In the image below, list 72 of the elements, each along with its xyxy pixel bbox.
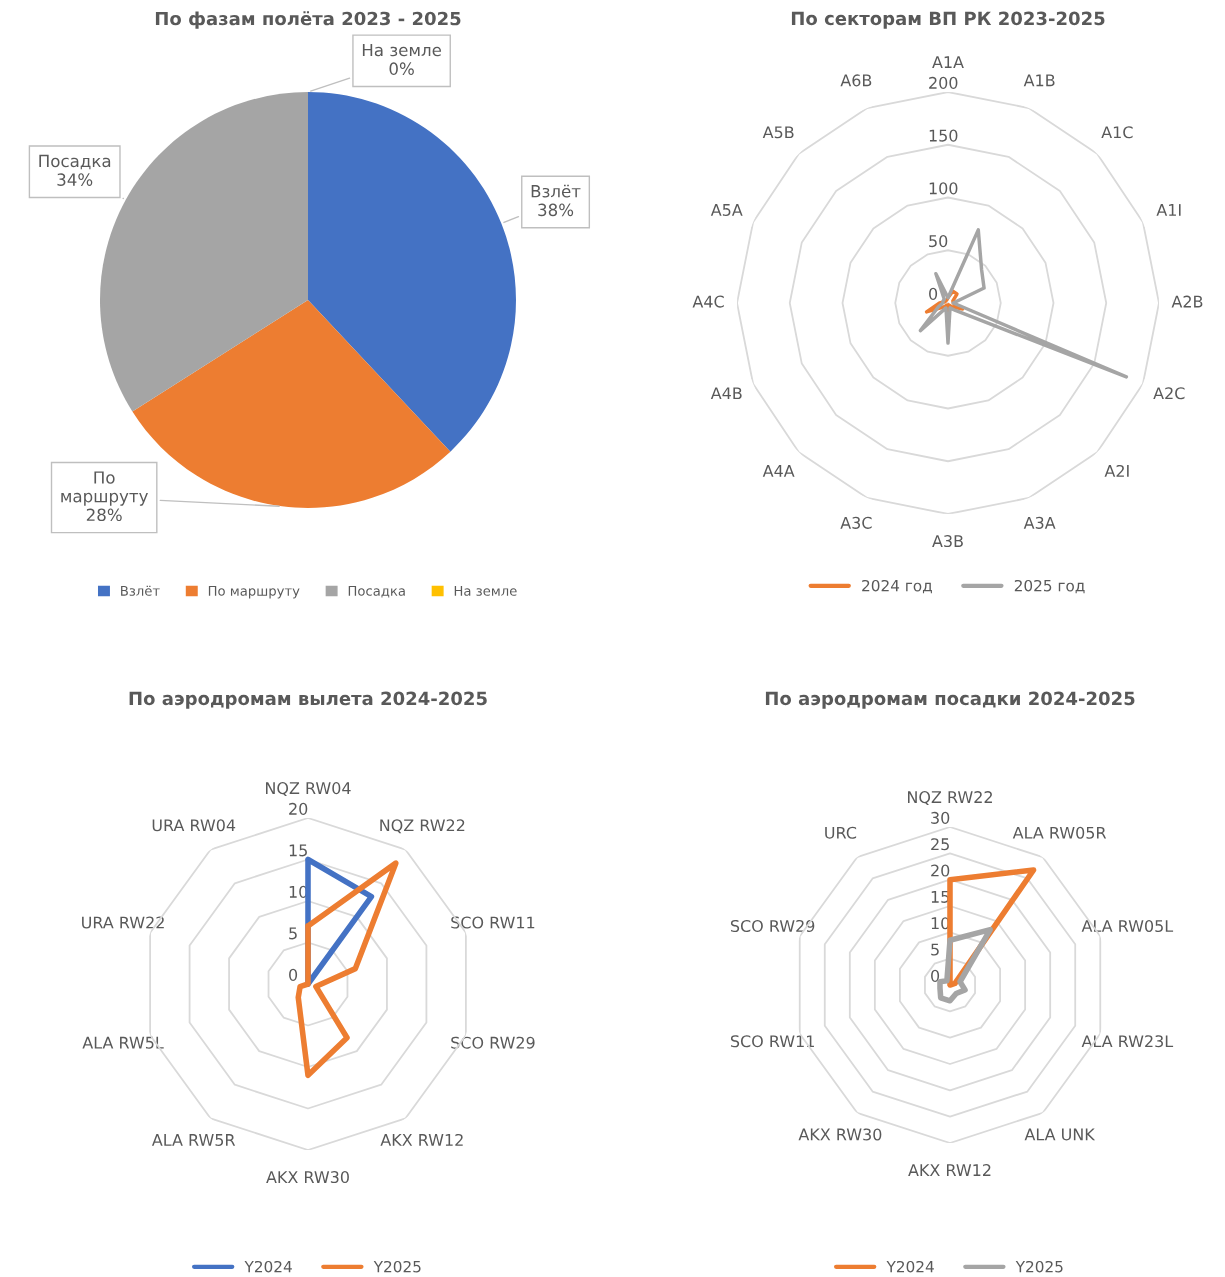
spoke-label: SCO RW11 bbox=[730, 1035, 814, 1048]
slice-label: Взлёт bbox=[531, 184, 581, 198]
category-label: На земле bbox=[362, 43, 442, 57]
y-tick-label: 50 bbox=[929, 235, 948, 248]
chart-title: По секторам ВП РК 2023-2025 bbox=[791, 11, 1105, 29]
spoke-label: ALA UNK bbox=[1024, 1128, 1096, 1141]
legend-label: Y2025 bbox=[373, 1260, 421, 1273]
spoke-label: A1C bbox=[1101, 126, 1133, 139]
legend-label: 2024 год bbox=[862, 579, 932, 594]
spoke-label: A1A bbox=[932, 56, 964, 68]
spoke-label: AKX RW12 bbox=[908, 1164, 991, 1176]
y-tick-label: 0 bbox=[289, 968, 298, 981]
spoke-label: NQZ RW22 bbox=[908, 791, 992, 805]
y-tick-label: 20 bbox=[931, 864, 950, 877]
slice-label: По маршруту bbox=[61, 471, 148, 506]
spoke-label: A3A bbox=[1023, 516, 1056, 529]
y-tick-label: 0 bbox=[929, 287, 938, 300]
data-label: 38% bbox=[538, 203, 574, 217]
legend-label: Y2024 bbox=[244, 1260, 292, 1273]
spoke-label: A1B bbox=[1023, 74, 1055, 87]
spoke-label: URA RW04 bbox=[152, 819, 236, 832]
spoke-label: ALA RW5R bbox=[151, 1134, 236, 1146]
spoke-label: URA RW22 bbox=[82, 916, 164, 929]
spoke-label: ALA RW05R bbox=[1012, 826, 1107, 839]
y-tick-label: 200 bbox=[929, 76, 958, 89]
spoke-label: A4A bbox=[762, 465, 795, 477]
spoke-label: A5B bbox=[762, 126, 794, 139]
spoke-label: ALA RW05L bbox=[1081, 919, 1174, 933]
chart-title: По фазам полёта 2023 - 2025 bbox=[155, 11, 461, 29]
pie-slice bbox=[308, 92, 516, 452]
spoke-label: A4C bbox=[692, 295, 724, 308]
data-label: 34% bbox=[57, 173, 93, 186]
spoke-label: ALA RW5L bbox=[82, 1036, 164, 1049]
spoke-label: URC bbox=[825, 826, 857, 839]
y-tick-label: 15 bbox=[289, 844, 307, 857]
y-tick-label: 100 bbox=[929, 182, 958, 195]
spoke-label: A4B bbox=[710, 387, 742, 400]
legend-label: 2025 год bbox=[1014, 579, 1085, 594]
spoke-label: NQZ RW22 bbox=[380, 819, 465, 834]
spoke-label: SCO RW29 bbox=[730, 919, 815, 933]
spoke-label: A5A bbox=[710, 204, 743, 216]
legend-label: На земле bbox=[454, 586, 517, 596]
spoke-label: A6B bbox=[840, 74, 872, 87]
legend-label: Y2025 bbox=[1015, 1260, 1063, 1273]
spoke-label: NQZ RW04 bbox=[266, 782, 351, 796]
text: 0% bbox=[389, 62, 414, 75]
legend-label: Посадка bbox=[348, 586, 405, 598]
data-label: 28% bbox=[86, 508, 122, 522]
y-tick-label: 25 bbox=[931, 838, 949, 851]
y-tick-label: 5 bbox=[289, 927, 297, 940]
legend-label: Взлёт bbox=[121, 585, 160, 596]
y-tick-label: 5 bbox=[931, 943, 939, 956]
spoke-label: A2I bbox=[1104, 464, 1129, 477]
legend-label: По маршруту bbox=[208, 586, 300, 599]
chart-title: По аэродромам посадки 2024-2025 bbox=[765, 691, 1135, 709]
spoke-label: ALA RW23L bbox=[1081, 1035, 1174, 1048]
slice-label: Посадка bbox=[39, 154, 111, 170]
spoke-label: AKX RW30 bbox=[266, 1171, 349, 1184]
spoke-label: A2B bbox=[1171, 295, 1203, 308]
spoke-label: A3B bbox=[932, 535, 963, 548]
spoke-label: AKX RW30 bbox=[798, 1128, 882, 1141]
spoke-label: A3C bbox=[840, 516, 872, 529]
y-tick-label: 30 bbox=[931, 811, 950, 824]
spoke-label: A2C bbox=[1153, 387, 1185, 400]
y-tick-label: 150 bbox=[929, 129, 958, 142]
spoke-label: AKX RW12 bbox=[380, 1133, 463, 1146]
spoke-label: SCO RW11 bbox=[451, 916, 535, 929]
y-tick-label: 0 bbox=[931, 969, 940, 982]
spoke-label: A1I bbox=[1156, 204, 1181, 216]
y-tick-label: 20 bbox=[289, 802, 308, 815]
legend-label: Y2024 bbox=[886, 1260, 934, 1273]
chart-title: По аэродромам вылета 2024-2025 bbox=[129, 691, 487, 709]
